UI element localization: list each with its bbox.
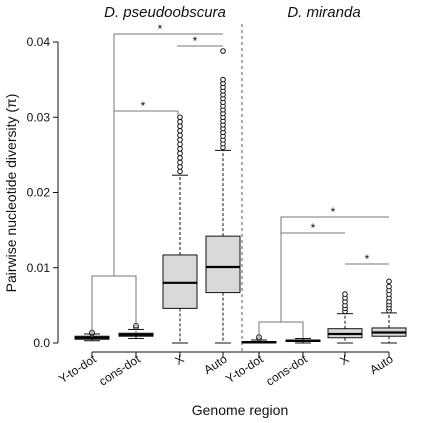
- box-1-1: [285, 337, 321, 344]
- x-tick-label: X: [337, 352, 351, 368]
- x-axis-label: Genome region: [192, 402, 289, 418]
- outlier-point: [177, 141, 183, 148]
- box-0-3: [205, 48, 241, 344]
- y-tick-label: 0.03: [27, 110, 51, 124]
- sig-star-dot-vs-auto-right: *: [331, 205, 336, 219]
- outlier-point: [177, 123, 183, 130]
- box-0-0: [74, 329, 110, 342]
- y-axis: 0.0 0.01 0.02 0.03 0.04: [27, 35, 59, 350]
- outlier-point: [220, 48, 226, 54]
- outlier-point: [177, 127, 183, 134]
- x-tick-label: cons-dot: [96, 351, 143, 388]
- y-tick-label: 0.01: [27, 261, 51, 275]
- x-tick-label: Y-to-dot: [223, 351, 266, 386]
- outlier-point: [177, 146, 183, 152]
- y-tick-label: 0.02: [27, 186, 51, 200]
- sig-star-x-vs-auto-left: *: [193, 34, 198, 48]
- x-tick-label: X: [172, 352, 186, 368]
- outlier-point: [177, 118, 183, 125]
- bracket-dot-vs-x-right: [280, 232, 345, 322]
- y-tick-label: 0.0: [33, 336, 50, 350]
- y-axis-label: Pairwise nucleotide diversity (π): [3, 94, 19, 293]
- x-tick-label: Auto: [367, 352, 396, 377]
- boxes: [74, 48, 407, 344]
- bracket-dot-vs-auto-right: [280, 216, 389, 233]
- box-iqr: [162, 254, 198, 309]
- box-0-2: [162, 114, 198, 344]
- outlier-point: [177, 150, 183, 157]
- box-1-0: [241, 334, 277, 344]
- box-iqr: [205, 235, 241, 294]
- bracket-dot-vs-x-left: [113, 110, 179, 276]
- outlier-point: [177, 159, 183, 166]
- y-tick-label: 0.04: [27, 35, 51, 49]
- outlier-point: [386, 278, 392, 285]
- sig-star-x-vs-auto-right: *: [365, 252, 370, 266]
- panel-title-d-pseudoobscura: D. pseudoobscura: [104, 4, 226, 21]
- outlier-point: [342, 291, 348, 297]
- bracket-dot-vs-auto-left: [113, 33, 223, 111]
- sig-star-dot-vs-x-left: *: [141, 99, 146, 113]
- outlier-point: [177, 132, 183, 139]
- outlier-point: [177, 155, 183, 161]
- box-1-3: [371, 278, 407, 344]
- panel-title-d-miranda: D. miranda: [287, 4, 360, 21]
- outlier-point: [177, 137, 183, 143]
- significance-brackets: * * * * * *: [91, 22, 389, 338]
- outlier-point: [177, 114, 183, 121]
- sig-star-dot-vs-auto-left: *: [158, 22, 163, 36]
- x-tick-label: cons-dot: [263, 351, 310, 388]
- outlier-point: [220, 76, 226, 83]
- x-tick-label: Y-to-dot: [56, 351, 99, 386]
- bracket-dot-group-right: [258, 321, 304, 338]
- outlier-point: [177, 168, 183, 175]
- sig-star-dot-vs-x-right: *: [311, 221, 316, 235]
- bracket-dot-group-left: [91, 275, 137, 337]
- outlier-point: [386, 283, 392, 290]
- box-1-2: [327, 291, 363, 344]
- outlier-point: [177, 164, 183, 170]
